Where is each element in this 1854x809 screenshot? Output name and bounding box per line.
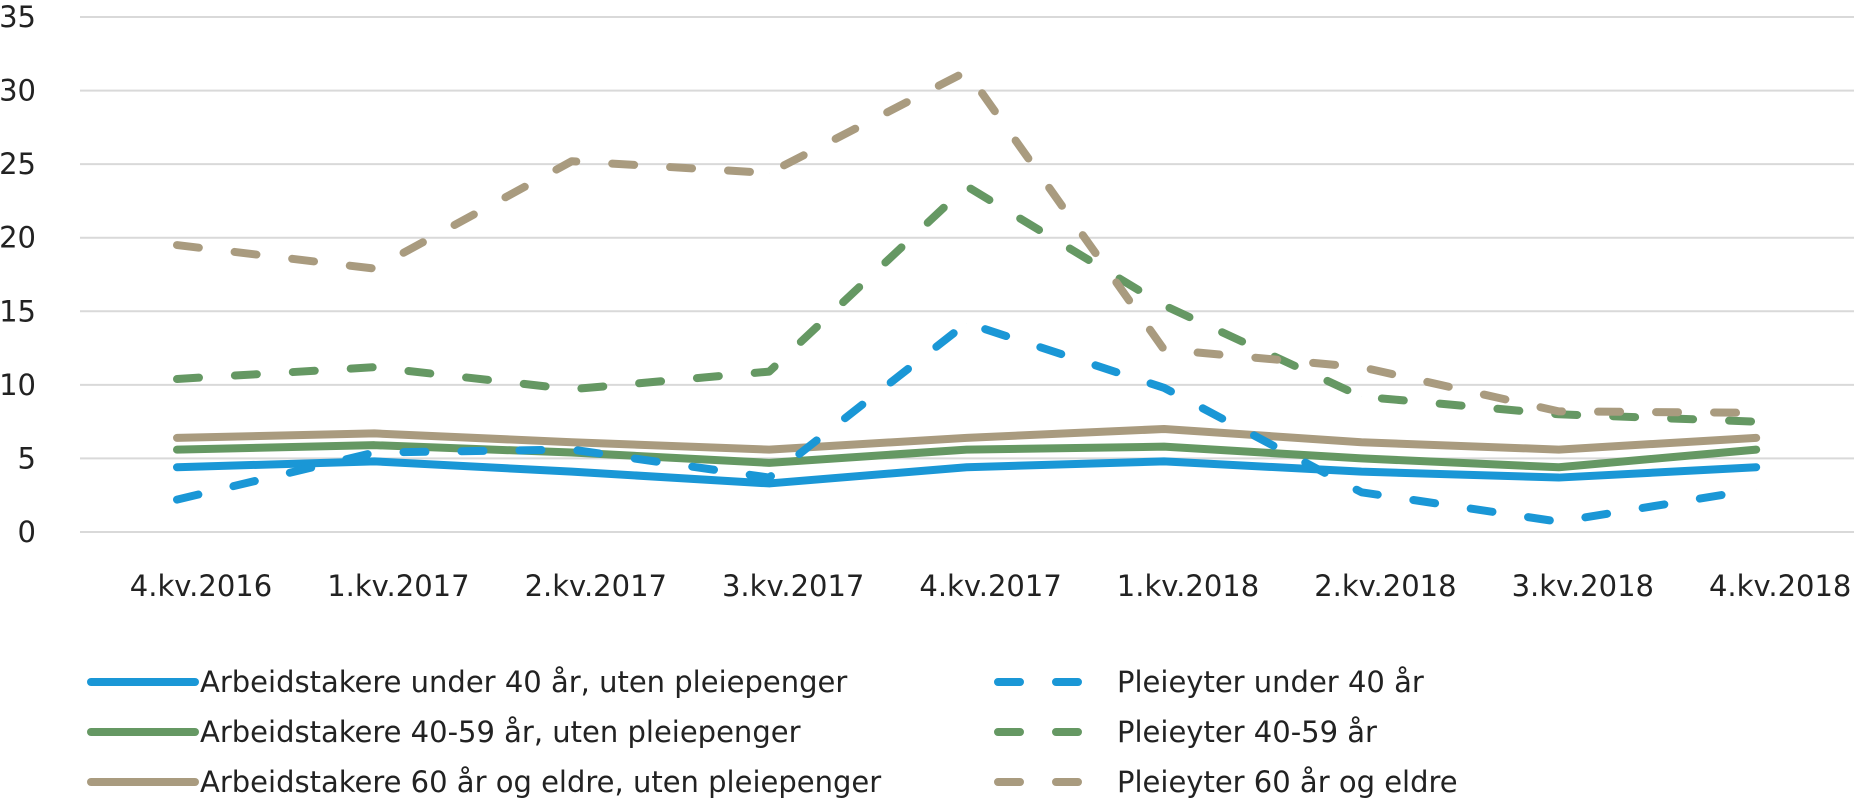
legend-label: Arbeidstakere under 40 år, uten pleiepen… xyxy=(200,665,848,699)
x-tick-label: 1.kv.2017 xyxy=(327,569,469,603)
y-tick-label: 20 xyxy=(0,221,36,255)
legend-label: Arbeidstakere 60 år og eldre, uten pleie… xyxy=(200,765,882,799)
y-axis-ticks: 0 5 10 15 20 25 30 35 xyxy=(0,0,36,549)
x-tick-label: 4.kv.2016 xyxy=(130,569,272,603)
series-1 xyxy=(173,441,1761,472)
legend-item-arbeidstakere-60-og-eldre: Arbeidstakere 60 år og eldre, uten pleie… xyxy=(86,762,881,802)
legend-swatch-solid-blue xyxy=(87,678,199,686)
legend: Arbeidstakere under 40 år, uten pleiepen… xyxy=(0,650,1854,809)
y-tick-label: 10 xyxy=(0,368,36,402)
series-3 xyxy=(173,319,1761,526)
series-line xyxy=(173,67,1761,417)
y-tick-label: 5 xyxy=(18,441,36,475)
series-line xyxy=(173,182,1761,426)
series-line xyxy=(173,319,1761,526)
legend-item-pleieyter-40-59: Pleieyter 40-59 år xyxy=(992,712,1377,752)
gridlines xyxy=(80,16,1854,533)
legend-item-arbeidstakere-under-40: Arbeidstakere under 40 år, uten pleiepen… xyxy=(86,662,847,702)
legend-item-pleieyter-under-40: Pleieyter under 40 år xyxy=(992,662,1424,702)
legend-label: Pleieyter under 40 år xyxy=(1117,665,1424,699)
legend-label: Pleieyter 40-59 år xyxy=(1117,715,1377,749)
series-0 xyxy=(173,457,1761,488)
y-tick-label: 0 xyxy=(18,515,36,549)
y-tick-label: 30 xyxy=(0,74,36,108)
y-tick-label: 15 xyxy=(0,294,36,328)
x-axis-ticks: 4.kv.2016 1.kv.2017 2.kv.2017 3.kv.2017 4.kv… xyxy=(130,569,1852,603)
y-tick-label: 25 xyxy=(0,147,36,181)
series-2 xyxy=(173,425,1761,454)
legend-label: Arbeidstakere 40-59 år, uten pleiepenger xyxy=(200,715,801,749)
y-tick-label: 35 xyxy=(0,0,36,34)
x-tick-label: 3.kv.2017 xyxy=(722,569,864,603)
legend-item-arbeidstakere-40-59: Arbeidstakere 40-59 år, uten pleiepenger xyxy=(86,712,801,752)
x-tick-label: 1.kv.2018 xyxy=(1117,569,1259,603)
legend-item-pleieyter-60-og-eldre: Pleieyter 60 år og eldre xyxy=(992,762,1458,802)
series-4 xyxy=(173,182,1761,426)
legend-swatch-solid-green xyxy=(87,728,199,736)
x-tick-label: 2.kv.2017 xyxy=(525,569,667,603)
legend-swatch-solid-tan xyxy=(87,778,199,786)
legend-swatch-dashed-green xyxy=(994,728,1088,736)
line-chart: 0 5 10 15 20 25 30 35 4.kv.2016 1.kv.2017 2.kv.20… xyxy=(0,0,1854,603)
x-tick-label: 3.kv.2018 xyxy=(1512,569,1654,603)
x-tick-label: 4.kv.2017 xyxy=(919,569,1061,603)
x-tick-label: 2.kv.2018 xyxy=(1314,569,1456,603)
legend-swatch-dashed-tan xyxy=(994,778,1088,786)
x-tick-label: 4.kv.2018 xyxy=(1709,569,1851,603)
legend-swatch-dashed-blue xyxy=(994,678,1088,686)
series-lines xyxy=(173,67,1761,526)
series-5 xyxy=(173,67,1761,417)
legend-label: Pleieyter 60 år og eldre xyxy=(1117,765,1458,799)
